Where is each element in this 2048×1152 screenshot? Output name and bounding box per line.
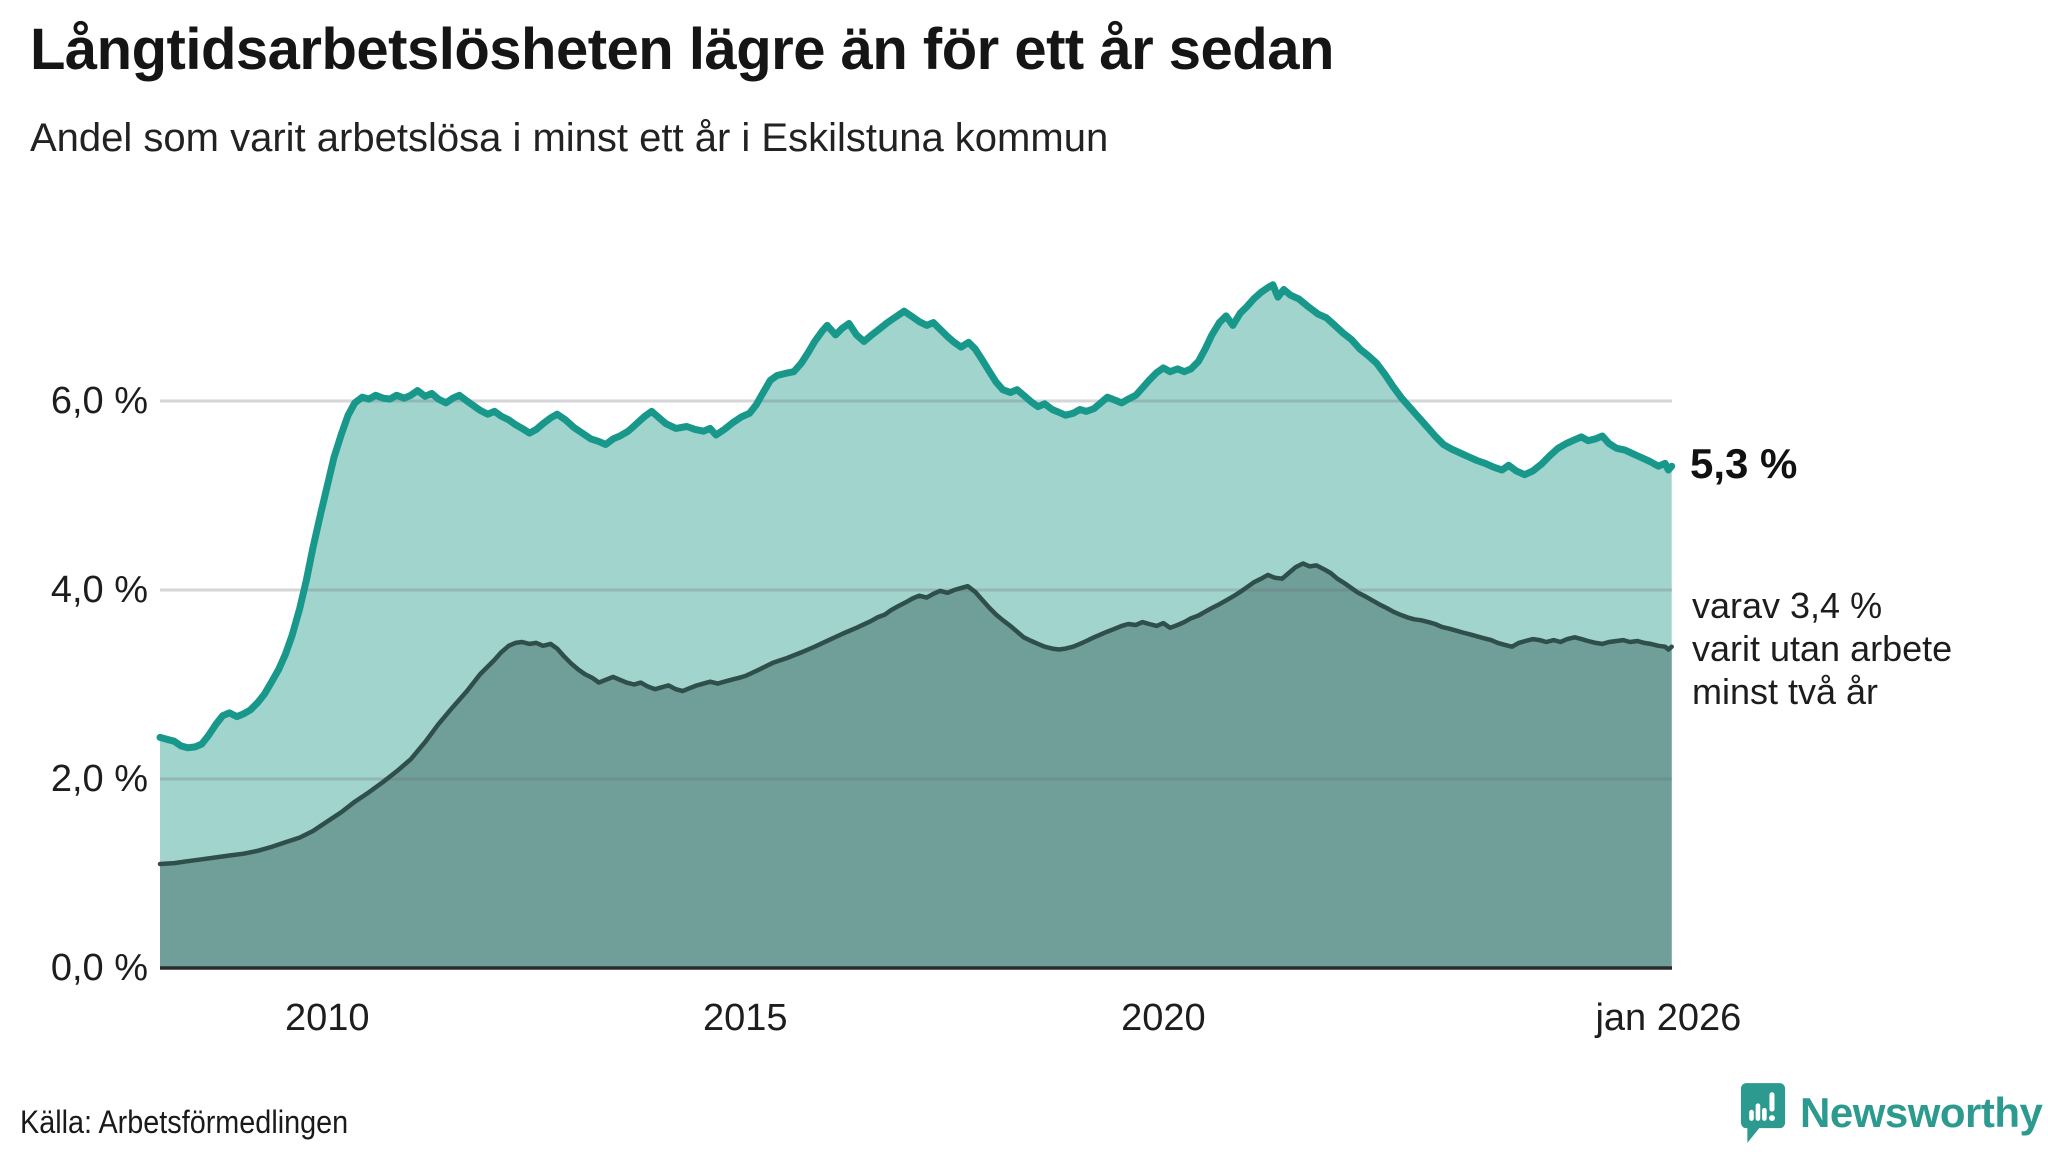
source-note: Källa: Arbetsförmedlingen [20,1104,349,1140]
subset-value-annotation: varav 3,4 % varit utan arbete minst två … [1692,584,1952,713]
line-unemployed-2yr [157,561,1674,867]
newsworthy-logo[interactable]: Newsworthy [1740,1082,2043,1144]
page-subtitle: Andel som varit arbetslösa i minst ett å… [30,116,1109,160]
latest-value-annotation: 5,3 % [1690,440,1798,488]
x-axis-label-2010: 2010 [284,997,370,1039]
y-axis-label-0: 0,0 % [50,947,148,989]
subset-annotation-line2: varit utan arbete [1692,628,1953,669]
page-title: Långtidsarbetslösheten lägre än för ett … [30,17,1334,82]
line-total-unemployed-1yr [156,281,1676,752]
logo-bar-1 [1749,1109,1754,1121]
y-axis-label-4: 4,0 % [50,569,148,611]
subset-annotation-line1: varav 3,4 % [1692,585,1883,626]
logo-exclamation-dot [1768,1115,1775,1122]
subset-annotation-line3: minst två år [1692,671,1879,712]
logo-exclamation-stem [1769,1092,1775,1112]
logo-bar-3 [1762,1107,1767,1121]
x-axis-label-jan-2026: jan 2026 [1595,997,1742,1039]
logo-bar-2 [1755,1103,1761,1121]
area-unemployed-2yr [160,563,1672,968]
newsworthy-speech-bubble-icon [1740,1083,1786,1143]
x-axis-label-2015: 2015 [703,997,788,1039]
y-axis-label-6: 6,0 % [50,380,148,422]
y-axis-label-2: 2,0 % [50,758,148,800]
x-axis-label-2020: 2020 [1121,997,1206,1039]
newsworthy-logo-text: Newsworthy [1800,1089,2043,1136]
